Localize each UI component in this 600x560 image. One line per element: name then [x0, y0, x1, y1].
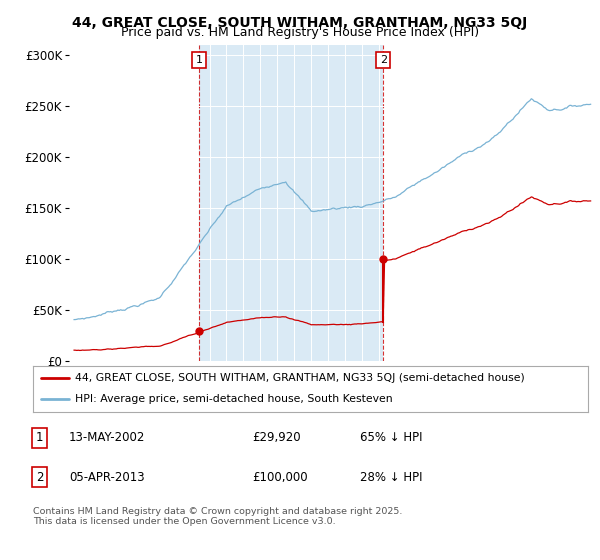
Text: £100,000: £100,000 — [252, 470, 308, 484]
Text: 1: 1 — [36, 431, 44, 445]
Text: 44, GREAT CLOSE, SOUTH WITHAM, GRANTHAM, NG33 5QJ (semi-detached house): 44, GREAT CLOSE, SOUTH WITHAM, GRANTHAM,… — [74, 373, 524, 383]
Text: HPI: Average price, semi-detached house, South Kesteven: HPI: Average price, semi-detached house,… — [74, 394, 392, 404]
Text: £29,920: £29,920 — [252, 431, 301, 445]
Text: 2: 2 — [380, 55, 387, 65]
Text: 13-MAY-2002: 13-MAY-2002 — [69, 431, 145, 445]
Text: 1: 1 — [196, 55, 202, 65]
Bar — [199, 45, 383, 361]
Text: 28% ↓ HPI: 28% ↓ HPI — [360, 470, 422, 484]
Text: Contains HM Land Registry data © Crown copyright and database right 2025.
This d: Contains HM Land Registry data © Crown c… — [33, 507, 403, 526]
Text: 05-APR-2013: 05-APR-2013 — [69, 470, 145, 484]
Text: 65% ↓ HPI: 65% ↓ HPI — [360, 431, 422, 445]
Text: 2: 2 — [36, 470, 44, 484]
Text: Price paid vs. HM Land Registry's House Price Index (HPI): Price paid vs. HM Land Registry's House … — [121, 26, 479, 39]
Text: 44, GREAT CLOSE, SOUTH WITHAM, GRANTHAM, NG33 5QJ: 44, GREAT CLOSE, SOUTH WITHAM, GRANTHAM,… — [73, 16, 527, 30]
